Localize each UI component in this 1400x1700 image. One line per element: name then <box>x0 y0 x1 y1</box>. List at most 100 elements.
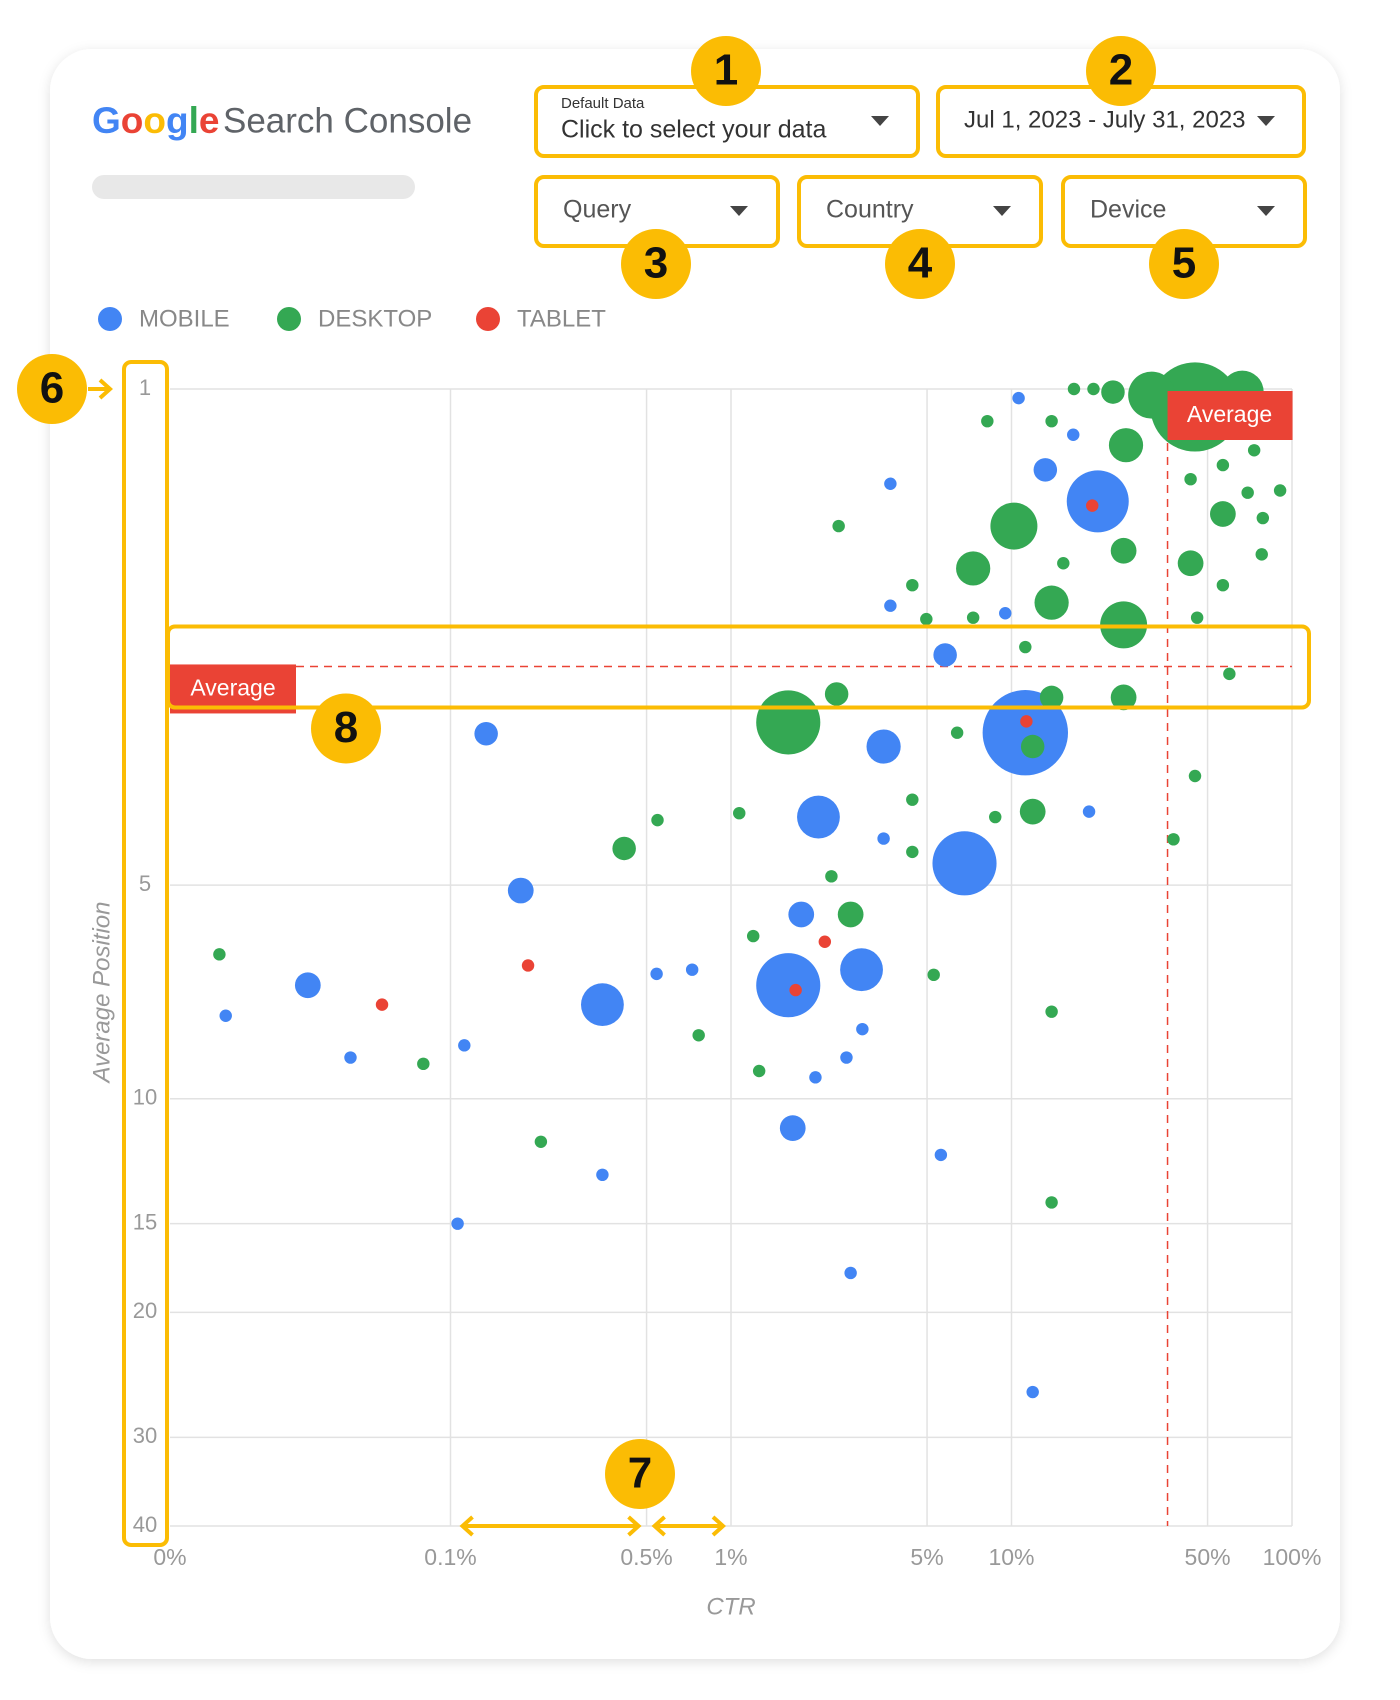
x-tick-label: 0% <box>153 1544 186 1570</box>
average-badge <box>170 664 296 714</box>
callout-arrow <box>88 378 113 400</box>
bubble <box>213 948 226 961</box>
bubble <box>1086 499 1099 512</box>
bubble <box>474 721 498 746</box>
date-range: Jul 1, 2023 - July 31, 2023 <box>964 106 1246 133</box>
filter-label: Device <box>1090 196 1166 224</box>
bubble <box>832 519 845 533</box>
bubble <box>344 1051 357 1064</box>
x-tick-label: 100% <box>1263 1544 1322 1570</box>
y-tick-label: 15 <box>133 1209 157 1234</box>
callout-frame <box>122 360 169 1547</box>
callout-badge <box>17 354 87 424</box>
bubble <box>1128 371 1176 419</box>
callout-number: 4 <box>908 239 933 288</box>
bubble <box>451 1217 464 1230</box>
legend-label: MOBILE <box>139 305 230 332</box>
average-label: Average <box>190 675 275 701</box>
bubble <box>950 726 964 739</box>
bubble <box>877 832 890 845</box>
bubble <box>1045 414 1058 428</box>
callout-number: 3 <box>644 239 668 288</box>
card <box>50 49 1340 1659</box>
callout-badge <box>311 693 381 764</box>
bubble <box>1020 715 1033 728</box>
bubble <box>1057 557 1070 570</box>
bubble <box>884 477 897 490</box>
average-badge <box>1167 391 1293 440</box>
bubble <box>1247 444 1261 457</box>
bubble <box>990 502 1038 550</box>
bubble <box>999 607 1012 620</box>
bubble <box>1110 684 1137 711</box>
bubble <box>417 1057 430 1071</box>
bubble <box>375 998 389 1011</box>
bubble <box>1216 578 1230 592</box>
legend-label: TABLET <box>517 305 606 332</box>
bubble <box>927 968 940 982</box>
x-tick-label: 10% <box>988 1544 1034 1570</box>
bubble <box>458 1039 471 1052</box>
bubble <box>507 877 534 904</box>
bubble <box>1039 685 1064 710</box>
bubble <box>733 806 746 820</box>
callout-badge <box>621 229 691 299</box>
callout-badge <box>605 1439 675 1509</box>
callout-arrow <box>459 1515 642 1537</box>
bubble <box>956 551 991 586</box>
bubble <box>581 983 624 1027</box>
bubble <box>685 963 699 976</box>
bubble <box>856 1022 869 1036</box>
bubble <box>844 1266 857 1280</box>
bubble <box>1067 428 1080 441</box>
bubble <box>1082 805 1096 818</box>
bubble <box>809 1071 822 1084</box>
callout-badge <box>1086 36 1156 106</box>
bubble <box>651 813 664 827</box>
bubble <box>1067 382 1081 396</box>
bubble <box>966 611 980 624</box>
bubble <box>1045 1196 1058 1209</box>
x-tick-label: 1% <box>714 1544 747 1570</box>
bubble <box>1190 611 1204 624</box>
callout-number: 5 <box>1172 239 1196 288</box>
bubble <box>779 1115 806 1141</box>
dropdown-caption: Default Data <box>561 95 645 112</box>
bubble <box>906 578 919 592</box>
dropdown-arrow <box>730 206 748 216</box>
bubble <box>1184 472 1197 486</box>
bubble <box>797 795 840 839</box>
bubble <box>752 1064 766 1078</box>
bubble <box>294 972 321 999</box>
bubble <box>837 901 864 928</box>
dropdown-arrow <box>871 116 889 126</box>
bubble <box>788 901 815 928</box>
bubble <box>1045 1005 1058 1018</box>
dropdown-arrow <box>1257 116 1275 126</box>
logo: Google <box>92 100 219 141</box>
bubble <box>1019 640 1032 654</box>
bubble <box>1026 1385 1039 1399</box>
bubble <box>1087 382 1100 396</box>
bubble <box>1273 484 1287 497</box>
bubble <box>596 1168 609 1182</box>
bubble <box>1256 511 1270 525</box>
bubble <box>1012 391 1025 405</box>
bubble <box>933 643 957 667</box>
x-axis-title: CTR <box>706 1593 755 1620</box>
bubble <box>906 845 919 859</box>
bubble <box>789 983 802 997</box>
bubble <box>866 729 901 764</box>
bubble <box>1108 428 1144 463</box>
placeholder-bar <box>92 175 415 199</box>
x-tick-label: 0.1% <box>424 1544 476 1570</box>
bubble <box>650 967 663 981</box>
bubble <box>1066 470 1129 533</box>
dropdown-label: Click to select your data <box>561 116 826 144</box>
legend-label: DESKTOP <box>318 305 432 332</box>
bubble <box>920 612 933 626</box>
legend-swatch <box>98 307 122 331</box>
bubble <box>932 831 997 896</box>
bubble <box>1177 550 1204 577</box>
